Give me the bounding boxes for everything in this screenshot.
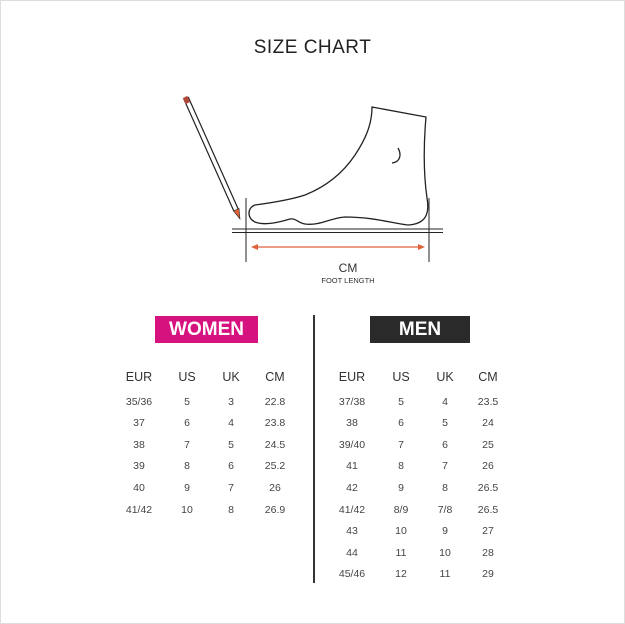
table-cell: 26: [269, 481, 281, 494]
table-cell: 41: [346, 460, 358, 473]
table-cell: 11: [439, 568, 451, 581]
table-cell: 10: [395, 525, 407, 538]
table-cell: 29: [482, 568, 494, 581]
table-cell: 38: [346, 417, 358, 430]
table-cell: 5: [228, 438, 234, 451]
foot-length-arrow: [251, 244, 425, 250]
table-cell: 5: [184, 395, 190, 408]
men-badge: MEN: [370, 316, 470, 343]
table-cell: 26.5: [477, 503, 499, 516]
table-cell: 9: [184, 481, 190, 494]
table-cell: 23.5: [477, 395, 499, 408]
table-cell: 3: [228, 395, 234, 408]
table-cell: 40: [133, 481, 145, 494]
page-title: SIZE CHART: [253, 37, 372, 58]
table-cell: 25: [482, 438, 494, 451]
table-cell: 37: [133, 417, 145, 430]
table-cell: 37/38: [338, 395, 366, 408]
table-cell: 24: [482, 417, 494, 430]
women-badge: WOMEN: [155, 316, 258, 343]
table-cell: 9: [398, 481, 404, 494]
table-cell: 7: [398, 438, 404, 451]
table-cell: 4: [442, 395, 448, 408]
table-cell: 6: [442, 438, 448, 451]
column-header: UK: [222, 370, 240, 384]
table-cell: 6: [398, 417, 404, 430]
column-header: CM: [478, 370, 498, 384]
table-cell: 39: [133, 460, 145, 473]
table-cell: 24.5: [264, 438, 286, 451]
table-cell: 41/42: [125, 503, 153, 516]
table-cell: 5: [398, 395, 404, 408]
column-header: US: [392, 370, 410, 384]
table-cell: 27: [482, 525, 494, 538]
foot-outline: [248, 106, 429, 226]
table-cell: 8: [398, 460, 404, 473]
table-cell: 8/9: [393, 503, 409, 516]
table-cell: 11: [395, 546, 407, 559]
pencil-icon: [182, 95, 241, 220]
foot-length-label: FOOT LENGTH: [321, 276, 375, 285]
table-cell: 43: [346, 525, 358, 538]
table-cell: 9: [442, 525, 448, 538]
table-cell: 10: [439, 546, 451, 559]
table-cell: 39/40: [338, 438, 366, 451]
measure-lines: [232, 198, 443, 262]
table-cell: 42: [346, 481, 358, 494]
foot-measurement-diagram: [182, 95, 443, 262]
table-cell: 38: [133, 438, 145, 451]
unit-label: CM: [338, 261, 358, 275]
table-cell: 5: [442, 417, 448, 430]
table-cell: 8: [184, 460, 190, 473]
table-cell: 26.5: [477, 481, 499, 494]
column-header: UK: [436, 370, 454, 384]
table-cell: 45/46: [338, 568, 366, 581]
table-cell: 6: [184, 417, 190, 430]
table-cell: 41/42: [338, 503, 366, 516]
table-cell: 10: [181, 503, 193, 516]
table-cell: 22.8: [264, 395, 286, 408]
table-cell: 8: [228, 503, 234, 516]
column-header: US: [178, 370, 196, 384]
table-cell: 25.2: [264, 460, 286, 473]
table-cell: 28: [482, 546, 494, 559]
column-header: EUR: [338, 370, 366, 384]
table-cell: 23.8: [264, 417, 286, 430]
table-cell: 4: [228, 417, 234, 430]
column-header: CM: [265, 370, 285, 384]
table-cell: 7/8: [437, 503, 453, 516]
table-cell: 7: [184, 438, 190, 451]
table-cell: 7: [228, 481, 234, 494]
table-cell: 7: [442, 460, 448, 473]
divider: [313, 315, 315, 583]
column-header: EUR: [125, 370, 153, 384]
table-cell: 44: [346, 546, 358, 559]
table-cell: 35/36: [125, 395, 153, 408]
table-cell: 6: [228, 460, 234, 473]
table-cell: 26: [482, 460, 494, 473]
table-cell: 8: [442, 481, 448, 494]
table-cell: 12: [395, 568, 407, 581]
table-cell: 26.9: [264, 503, 286, 516]
